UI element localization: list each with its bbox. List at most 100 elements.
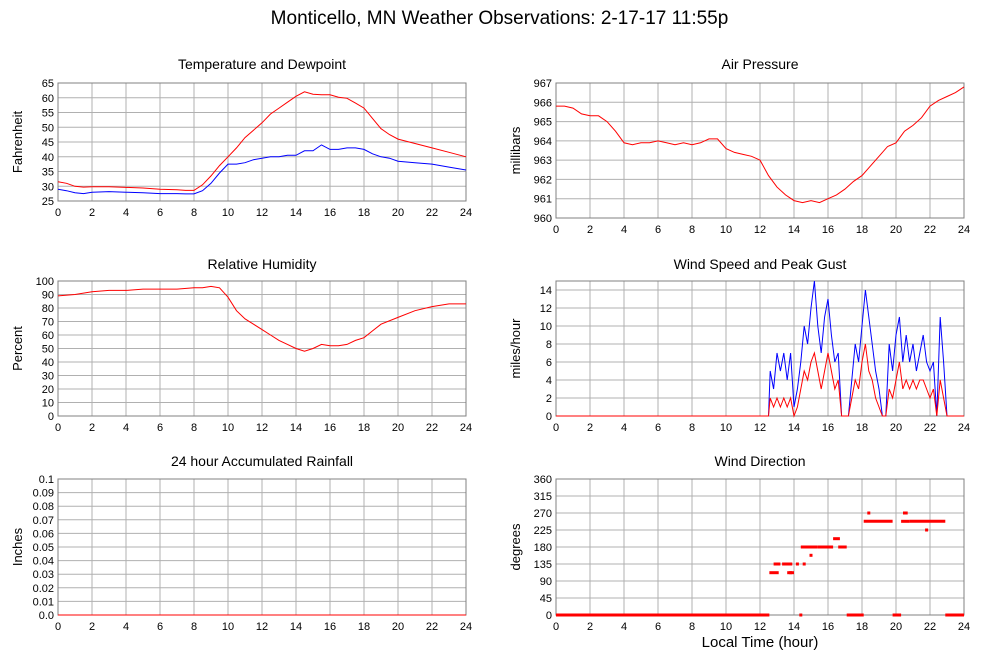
temperature-y-tick-label: 45 — [42, 137, 54, 149]
temperature-x-tick-label: 18 — [358, 207, 370, 219]
wind-direction-y-tick-label: 90 — [540, 576, 552, 588]
humidity-y-tick-label: 20 — [42, 384, 54, 396]
pressure-y-tick-label: 964 — [534, 136, 552, 148]
wind-speed-x-tick-label: 4 — [621, 422, 627, 434]
rainfall-y-tick-label: 0.04 — [33, 556, 54, 568]
rainfall-x-tick-label: 24 — [460, 621, 472, 633]
pressure-x-tick-label: 4 — [621, 224, 627, 236]
wind-speed-x-tick-label: 0 — [553, 422, 559, 434]
rainfall-y-tick-label: 0.09 — [33, 488, 54, 500]
temperature-x-tick-label: 2 — [89, 207, 95, 219]
humidity-x-tick-label: 0 — [55, 422, 61, 434]
chart-title-wind-direction: Wind Direction — [714, 453, 806, 469]
temperature-x-tick-label: 8 — [191, 207, 197, 219]
wind-direction-y-tick-label: 270 — [534, 508, 552, 520]
wind-direction-x-tick-label: 0 — [553, 621, 559, 633]
wind-direction-x-tick-label: 18 — [856, 621, 868, 633]
pressure-x-tick-label: 10 — [720, 224, 732, 236]
wind-direction-y-tick-label: 225 — [534, 525, 552, 537]
wind-direction-direction-point — [867, 511, 871, 515]
temperature-series-line-1 — [57, 144, 467, 195]
wind-direction-direction-point — [802, 562, 806, 566]
rainfall-x-tick-label: 20 — [392, 621, 404, 633]
chart-title-rainfall: 24 hour Accumulated Rainfall — [170, 453, 354, 469]
wind-direction-direction-point — [799, 613, 803, 617]
humidity-y-tick-label: 70 — [42, 317, 54, 329]
temperature-y-tick-label: 35 — [42, 167, 54, 179]
pressure-y-tick-label: 962 — [534, 174, 552, 186]
pressure-x-tick-label: 16 — [822, 224, 834, 236]
humidity-x-tick-label: 24 — [460, 422, 472, 434]
pressure-x-tick-label: 0 — [553, 224, 559, 236]
wind-direction-y-tick-label: 135 — [534, 559, 552, 571]
humidity-x-tick-label: 10 — [222, 422, 234, 434]
temperature-x-tick-label: 10 — [222, 207, 234, 219]
humidity-x-tick-label: 16 — [324, 422, 336, 434]
rainfall-x-tick-label: 12 — [256, 621, 268, 633]
humidity-x-tick-label: 20 — [392, 422, 404, 434]
wind-speed-x-tick-label: 12 — [754, 422, 766, 434]
wind-speed-x-tick-label: 18 — [856, 422, 868, 434]
temperature-y-tick-label: 25 — [42, 196, 54, 208]
rainfall-x-tick-label: 18 — [358, 621, 370, 633]
humidity-y-tick-label: 30 — [42, 371, 54, 383]
page-title: Monticello, MN Weather Observations: 2-1… — [270, 8, 729, 29]
temperature-x-tick-label: 4 — [123, 207, 129, 219]
temperature-y-tick-label: 65 — [42, 78, 54, 90]
wind-speed-y-tick-label: 14 — [540, 285, 552, 297]
wind-direction-x-tick-label: 10 — [720, 621, 732, 633]
chart-title-temperature: Temperature and Dewpoint — [177, 56, 347, 72]
pressure-y-axis-label: millibars — [508, 126, 523, 174]
humidity-x-tick-label: 14 — [290, 422, 302, 434]
wind-direction-y-tick-label: 360 — [534, 474, 552, 486]
rainfall-y-tick-label: 0.01 — [33, 596, 54, 608]
pressure-y-tick-label: 967 — [534, 78, 552, 90]
wind-direction-direction-point — [795, 562, 799, 566]
humidity-series-line-0 — [57, 285, 466, 352]
wind-direction-direction-point — [903, 511, 906, 515]
rainfall-x-tick-label: 2 — [89, 621, 95, 633]
wind-speed-x-tick-label: 8 — [689, 422, 695, 434]
rainfall-y-tick-label: 0.07 — [33, 515, 54, 527]
chart-title-wind-speed: Wind Speed and Peak Gust — [673, 256, 847, 272]
humidity-x-tick-label: 6 — [157, 422, 163, 434]
humidity-x-tick-label: 12 — [256, 422, 268, 434]
rainfall-x-tick-label: 16 — [324, 621, 336, 633]
wind-direction-x-tick-label: 12 — [754, 621, 766, 633]
pressure-x-tick-label: 24 — [958, 224, 970, 236]
pressure-x-tick-label: 14 — [788, 224, 800, 236]
wind-speed-x-tick-label: 10 — [720, 422, 732, 434]
wind-speed-y-tick-label: 6 — [546, 357, 552, 369]
rainfall-x-tick-label: 4 — [123, 621, 129, 633]
pressure-x-tick-label: 8 — [689, 224, 695, 236]
wind-speed-x-tick-label: 22 — [924, 422, 936, 434]
pressure-y-tick-label: 961 — [534, 194, 552, 206]
temperature-y-axis-label: Fahrenheit — [10, 111, 25, 174]
pressure-x-tick-label: 18 — [856, 224, 868, 236]
humidity-x-tick-label: 18 — [358, 422, 370, 434]
rainfall-y-axis-label: Inches — [10, 527, 25, 566]
rainfall-y-tick-label: 0.03 — [33, 569, 54, 581]
wind-direction-direction-point — [904, 511, 908, 515]
wind-speed-series-line-1 — [556, 343, 964, 418]
temperature-x-tick-label: 24 — [460, 207, 472, 219]
temperature-x-tick-label: 22 — [426, 207, 438, 219]
rainfall-y-tick-label: 0.1 — [39, 474, 54, 486]
wind-speed-x-tick-label: 24 — [958, 422, 970, 434]
temperature-x-tick-label: 20 — [392, 207, 404, 219]
temperature-x-tick-label: 6 — [157, 207, 163, 219]
wind-direction-x-tick-label: 2 — [587, 621, 593, 633]
wind-direction-y-tick-label: 180 — [534, 542, 552, 554]
humidity-y-tick-label: 50 — [42, 344, 54, 356]
rainfall-y-tick-label: 0.08 — [33, 501, 54, 513]
humidity-y-tick-label: 10 — [42, 398, 54, 410]
humidity-y-tick-label: 0 — [48, 411, 54, 423]
wind-speed-x-tick-label: 16 — [822, 422, 834, 434]
temperature-y-tick-label: 55 — [42, 108, 54, 120]
wind-direction-y-tick-label: 45 — [540, 593, 552, 605]
humidity-y-tick-label: 60 — [42, 330, 54, 342]
temperature-x-tick-label: 16 — [324, 207, 336, 219]
temperature-y-tick-label: 60 — [42, 93, 54, 105]
pressure-x-tick-label: 22 — [924, 224, 936, 236]
wind-direction-x-tick-label: 24 — [958, 621, 970, 633]
